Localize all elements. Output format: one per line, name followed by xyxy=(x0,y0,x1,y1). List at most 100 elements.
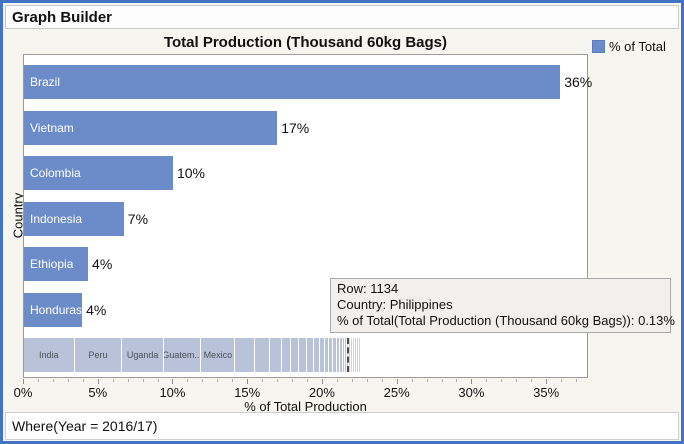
x-tick-label: 35% xyxy=(533,385,560,400)
x-tick-label: 0% xyxy=(13,385,33,400)
others-segment[interactable] xyxy=(319,338,324,372)
others-segment[interactable] xyxy=(355,338,357,372)
x-axis[interactable]: 0% 5% 10% 15% 20% 25% 30% 35% xyxy=(14,379,588,401)
x-minor-tick xyxy=(306,379,308,382)
others-segment[interactable] xyxy=(357,338,359,372)
others-segment[interactable] xyxy=(324,338,329,372)
x-major-tick xyxy=(23,379,24,384)
x-major-tick xyxy=(172,379,174,384)
chart-title: Total Production (Thousand 60kg Bags) xyxy=(163,34,448,51)
bar-category-label: Vietnam xyxy=(30,120,74,135)
others-segment-guatem[interactable]: Guatem... xyxy=(163,338,201,372)
x-minor-tick xyxy=(501,379,503,382)
others-segment-label: Guatem... xyxy=(163,350,201,360)
others-segment[interactable] xyxy=(313,338,319,372)
others-segment[interactable] xyxy=(351,338,353,372)
others-segment[interactable] xyxy=(291,338,299,372)
x-minor-tick xyxy=(336,379,338,382)
bar-row-ethiopia: Ethiopia 4% xyxy=(24,247,587,281)
x-major-tick xyxy=(396,379,398,384)
others-segment[interactable] xyxy=(344,338,347,372)
others-segment[interactable] xyxy=(329,338,333,372)
bar-category-label: Honduras xyxy=(30,302,83,317)
x-minor-tick xyxy=(187,379,189,382)
others-segment[interactable] xyxy=(336,338,339,372)
x-minor-tick xyxy=(157,379,159,382)
x-tick-label: 30% xyxy=(458,385,485,400)
x-tick-label: 10% xyxy=(159,385,186,400)
x-minor-tick xyxy=(292,379,294,382)
others-stacked-row[interactable]: India Peru Uganda Guatem... Mexico xyxy=(24,338,587,372)
bar-category-label: Colombia xyxy=(30,166,81,180)
others-segment-uganda[interactable]: Uganda xyxy=(122,338,163,372)
x-minor-tick xyxy=(456,379,458,382)
bar-honduras[interactable]: Honduras xyxy=(24,292,83,327)
bar-indonesia[interactable]: Indonesia xyxy=(24,201,124,236)
tooltip-country-line: Country: Philippines xyxy=(337,297,453,312)
others-segment[interactable] xyxy=(235,338,254,372)
bar-value-label: 10% xyxy=(176,165,205,181)
x-minor-tick xyxy=(426,379,428,382)
x-minor-tick xyxy=(127,379,129,382)
bar-value-label: 4% xyxy=(86,301,107,318)
x-major-tick xyxy=(97,379,99,384)
others-segment[interactable] xyxy=(353,338,355,372)
bar-colombia[interactable]: Colombia xyxy=(24,156,173,190)
bar-value-label: 17% xyxy=(281,119,310,136)
bar-value-label: 36% xyxy=(564,74,593,90)
bar-row-honduras: Honduras 4% xyxy=(24,292,587,327)
where-filter-bar: Where(Year = 2016/17) xyxy=(5,412,679,440)
x-major-tick xyxy=(546,379,548,384)
x-tick-label: 25% xyxy=(383,385,410,400)
x-minor-tick xyxy=(366,379,368,382)
x-minor-tick xyxy=(277,379,279,382)
others-segment[interactable] xyxy=(306,338,313,372)
bar-category-label: Ethiopia xyxy=(30,257,74,271)
others-segment-mexico[interactable]: Mexico xyxy=(201,338,235,372)
legend-swatch-icon xyxy=(592,39,605,53)
x-minor-tick xyxy=(561,379,563,382)
x-axis-label: % of Total Production xyxy=(244,399,367,414)
bar-value-label: 4% xyxy=(92,256,113,272)
x-minor-tick xyxy=(82,379,84,382)
bar-vietnam[interactable]: Vietnam xyxy=(24,110,278,145)
x-minor-tick xyxy=(52,379,54,382)
report-titlebar[interactable]: Graph Builder xyxy=(5,5,679,29)
x-minor-tick xyxy=(217,379,219,382)
x-minor-tick xyxy=(37,379,39,382)
x-minor-tick xyxy=(142,379,144,382)
others-segment[interactable] xyxy=(299,338,306,372)
bar-brazil[interactable]: Brazil xyxy=(24,65,561,99)
others-segment[interactable] xyxy=(339,338,342,372)
bar-row-brazil: Brazil 36% xyxy=(24,65,592,99)
x-minor-tick xyxy=(381,379,383,382)
x-minor-tick xyxy=(67,379,69,382)
plot-area[interactable]: India Peru Uganda Guatem... Mexico Brazil 36%… xyxy=(23,54,592,378)
others-segment[interactable] xyxy=(333,338,336,372)
others-segment[interactable] xyxy=(281,338,291,372)
x-minor-tick xyxy=(516,379,518,382)
tooltip-value-line: % of Total(Total Production (Thousand 60… xyxy=(337,313,675,328)
others-segment[interactable] xyxy=(254,338,269,372)
bar-ethiopia[interactable]: Ethiopia xyxy=(24,247,89,281)
others-segment-peru[interactable]: Peru xyxy=(74,338,122,372)
x-minor-tick xyxy=(576,379,578,382)
others-segment-label: Mexico xyxy=(203,350,233,360)
others-segment-label: Uganda xyxy=(126,350,159,360)
others-segment[interactable] xyxy=(349,338,351,372)
others-segment[interactable] xyxy=(269,338,281,372)
others-segment-india[interactable]: India xyxy=(24,338,74,372)
x-minor-tick xyxy=(232,379,234,382)
others-segment[interactable] xyxy=(342,338,344,372)
x-minor-tick xyxy=(202,379,204,382)
others-segment[interactable] xyxy=(359,338,361,372)
others-segment-label: Peru xyxy=(88,350,108,360)
x-minor-tick xyxy=(351,379,353,382)
x-tick-label: 5% xyxy=(88,385,108,400)
others-segment-label: India xyxy=(39,350,59,360)
legend[interactable]: % of Total xyxy=(592,38,678,54)
x-major-tick xyxy=(247,379,249,384)
x-minor-tick xyxy=(486,379,488,382)
bar-row-colombia: Colombia 10% xyxy=(24,156,587,190)
